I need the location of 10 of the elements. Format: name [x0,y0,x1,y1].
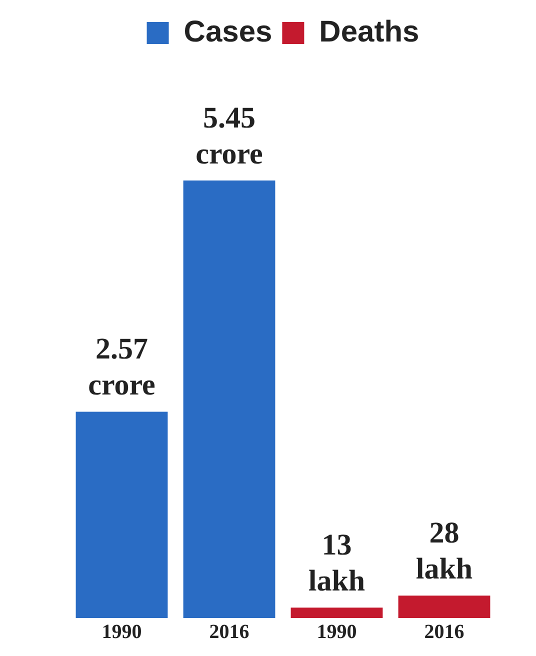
data-label: 28 lakh [416,516,473,586]
x-tick-label: 2016 [209,621,250,644]
data-label: 5.45 crore [196,101,263,170]
legend-label: Deaths [319,15,420,48]
legend-label: Cases [184,15,272,48]
data-label: 13 lakh [308,528,366,598]
x-tick-label: 2016 [424,621,464,644]
data-label: 2.57 crore [88,332,156,402]
x-tick-label: 1990 [316,621,357,644]
x-tick-label: 1990 [102,621,142,644]
